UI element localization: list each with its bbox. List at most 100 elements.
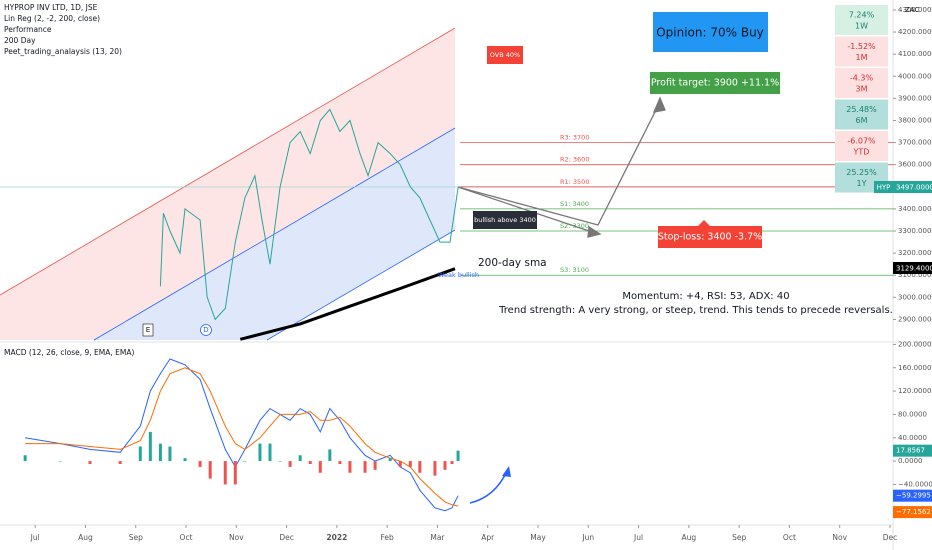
histogram-bar <box>308 461 312 464</box>
histogram-bar <box>408 461 412 467</box>
histogram-bar <box>288 461 292 467</box>
legend-entry: Lin Reg (2, -2, 200, close) <box>4 14 100 23</box>
ovb-box <box>487 46 523 64</box>
opinion-box <box>653 12 768 52</box>
histogram-bar <box>456 450 460 462</box>
histogram-bar <box>388 458 392 462</box>
performance-period: YTD <box>853 148 870 157</box>
performance-period: 1M <box>856 53 868 62</box>
performance-change: 7.24% <box>849 11 875 20</box>
y-tick-label: 3100.0000 <box>898 271 932 279</box>
performance-cell <box>835 36 888 67</box>
value-tag-label: −59.2995 <box>896 492 931 500</box>
regression-channel <box>0 27 456 341</box>
series-line <box>159 108 459 321</box>
dividend: D <box>203 326 208 334</box>
y-tick-label: 2900.0000 <box>898 315 932 323</box>
y-tick-label: 3600.0000 <box>898 161 932 169</box>
y-tick-label: 0.0000 <box>898 457 923 465</box>
legend-entry: Performance <box>4 25 52 34</box>
x-tick-label: Feb <box>381 533 395 542</box>
x-tick-label: Oct <box>783 533 796 542</box>
performance-change: -6.07% <box>847 137 876 146</box>
x-tick-label: Sep <box>129 533 143 542</box>
histogram-bar <box>338 461 342 464</box>
value-tag <box>893 506 932 519</box>
legend: HYPROP INV LTD, 1D, JSE Lin Reg (2, -2, 2… <box>4 3 122 56</box>
legend-entry: 200 Day <box>4 36 36 45</box>
sma-price: 3129.4000 <box>896 265 932 273</box>
performance-table: 7.24% 1W -1.52% 1M -4.3% 3M 25.48% 6M -6.07% YTD 2… <box>835 5 888 193</box>
x-tick-label: Apr <box>481 533 495 542</box>
histogram-bar <box>183 458 187 462</box>
histogram-bar <box>198 461 202 467</box>
performance-cell <box>835 131 888 161</box>
y-tick-label: 3200.0000 <box>898 249 932 257</box>
level-label: S1: 3400 <box>560 200 589 208</box>
level-label: S3: 3100 <box>560 266 589 274</box>
x-tick-label: Nov <box>832 533 847 542</box>
symbol-tag <box>874 181 893 193</box>
last-price: 3497.0000 <box>896 184 932 192</box>
histogram-bar <box>233 461 237 485</box>
histogram-bar <box>373 461 377 470</box>
histogram-bar <box>398 461 402 467</box>
performance-cell <box>835 99 888 130</box>
histogram-bar <box>243 461 247 462</box>
value-tag <box>893 444 932 457</box>
value-tag <box>893 489 932 502</box>
histogram-bar <box>443 461 447 470</box>
histogram-bar <box>158 443 162 462</box>
y-tick-label: 4100.0000 <box>898 50 932 58</box>
earnings-marker <box>142 323 154 337</box>
profit-box <box>650 72 780 94</box>
y-tick-label: 3900.0000 <box>898 94 932 102</box>
histogram-bar <box>88 461 92 464</box>
dividend-marker <box>200 324 212 336</box>
y-tick-label: 120.0000 <box>898 387 931 395</box>
x-tick-label: Aug <box>78 533 93 542</box>
histogram-bar <box>148 431 152 462</box>
performance-cell <box>835 5 888 35</box>
stop-pointer <box>698 220 710 226</box>
x-tick-label: Mar <box>430 533 445 542</box>
histogram-bar <box>328 449 332 462</box>
x-tick-label: Aug <box>682 533 697 542</box>
level-label: R1: 3500 <box>560 178 589 186</box>
symbol: HYP <box>877 184 891 192</box>
performance-period: 6M <box>856 116 868 125</box>
y-tick-label: 80.0000 <box>898 410 927 418</box>
x-tick-label: Jun <box>581 533 594 542</box>
series-line <box>239 267 456 341</box>
value-tag-label: 17.8567 <box>896 447 925 455</box>
y-tick-label: 3400.0000 <box>898 205 932 213</box>
histogram-bar <box>258 443 262 462</box>
histogram-bar <box>450 461 454 464</box>
stop-loss: Stop-loss: 3400 -3.7% <box>658 232 762 243</box>
y-tick-label: 4300.0000 <box>898 6 932 14</box>
x-tick-label: May <box>530 533 546 542</box>
performance-change: -1.52% <box>847 42 876 51</box>
histogram-bar <box>118 461 122 464</box>
y-tick-label: 3700.0000 <box>898 139 932 147</box>
histogram-bar <box>268 443 272 462</box>
y-tick-label: 40.0000 <box>898 434 927 442</box>
histogram-bar <box>23 455 27 462</box>
y-tick-label: 3000.0000 <box>898 293 932 301</box>
histogram-bar <box>318 461 322 473</box>
x-tick-label: 2022 <box>326 533 347 542</box>
histogram-bar <box>418 461 422 473</box>
currency: ZAC <box>905 6 919 14</box>
bullish-box <box>473 211 537 229</box>
y-tick-label: 200.0000 <box>898 340 931 348</box>
histogram-bar <box>278 461 282 462</box>
performance-change: -4.3% <box>850 74 874 83</box>
opinion: Opinion: 70% Buy <box>656 26 764 40</box>
y-tick-label: −40.0000 <box>898 480 932 488</box>
legend-entry: HYPROP INV LTD, 1D, JSE <box>4 3 98 12</box>
performance-change: 25.25% <box>846 168 877 177</box>
forecast-arrows <box>457 96 666 504</box>
performance-period: 3M <box>856 85 868 94</box>
y-tick-label: 3300.0000 <box>898 227 932 235</box>
